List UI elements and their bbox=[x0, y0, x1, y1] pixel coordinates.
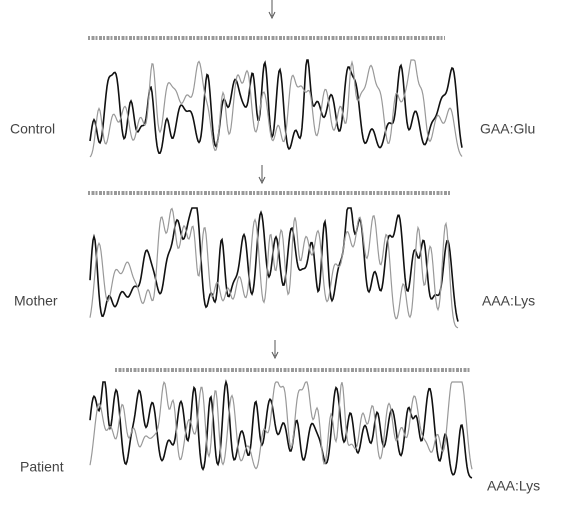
sample-label: Control bbox=[10, 121, 55, 137]
trace bbox=[90, 209, 458, 328]
genotype-label: AAA:Lys bbox=[482, 293, 535, 309]
chromatogram-figure: Control GAA:Glu Mother AAA:Lys Patient AAA:Ly… bbox=[0, 0, 565, 507]
sample-label: Patient bbox=[20, 459, 64, 475]
trace bbox=[90, 60, 462, 153]
genotype-label: GAA:Glu bbox=[480, 121, 535, 137]
page: Control GAA:Glu Mother AAA:Lys Patient AAA:Ly… bbox=[0, 0, 565, 507]
sample-label: Mother bbox=[14, 293, 58, 309]
genotype-label: AAA:Lys bbox=[487, 478, 540, 494]
